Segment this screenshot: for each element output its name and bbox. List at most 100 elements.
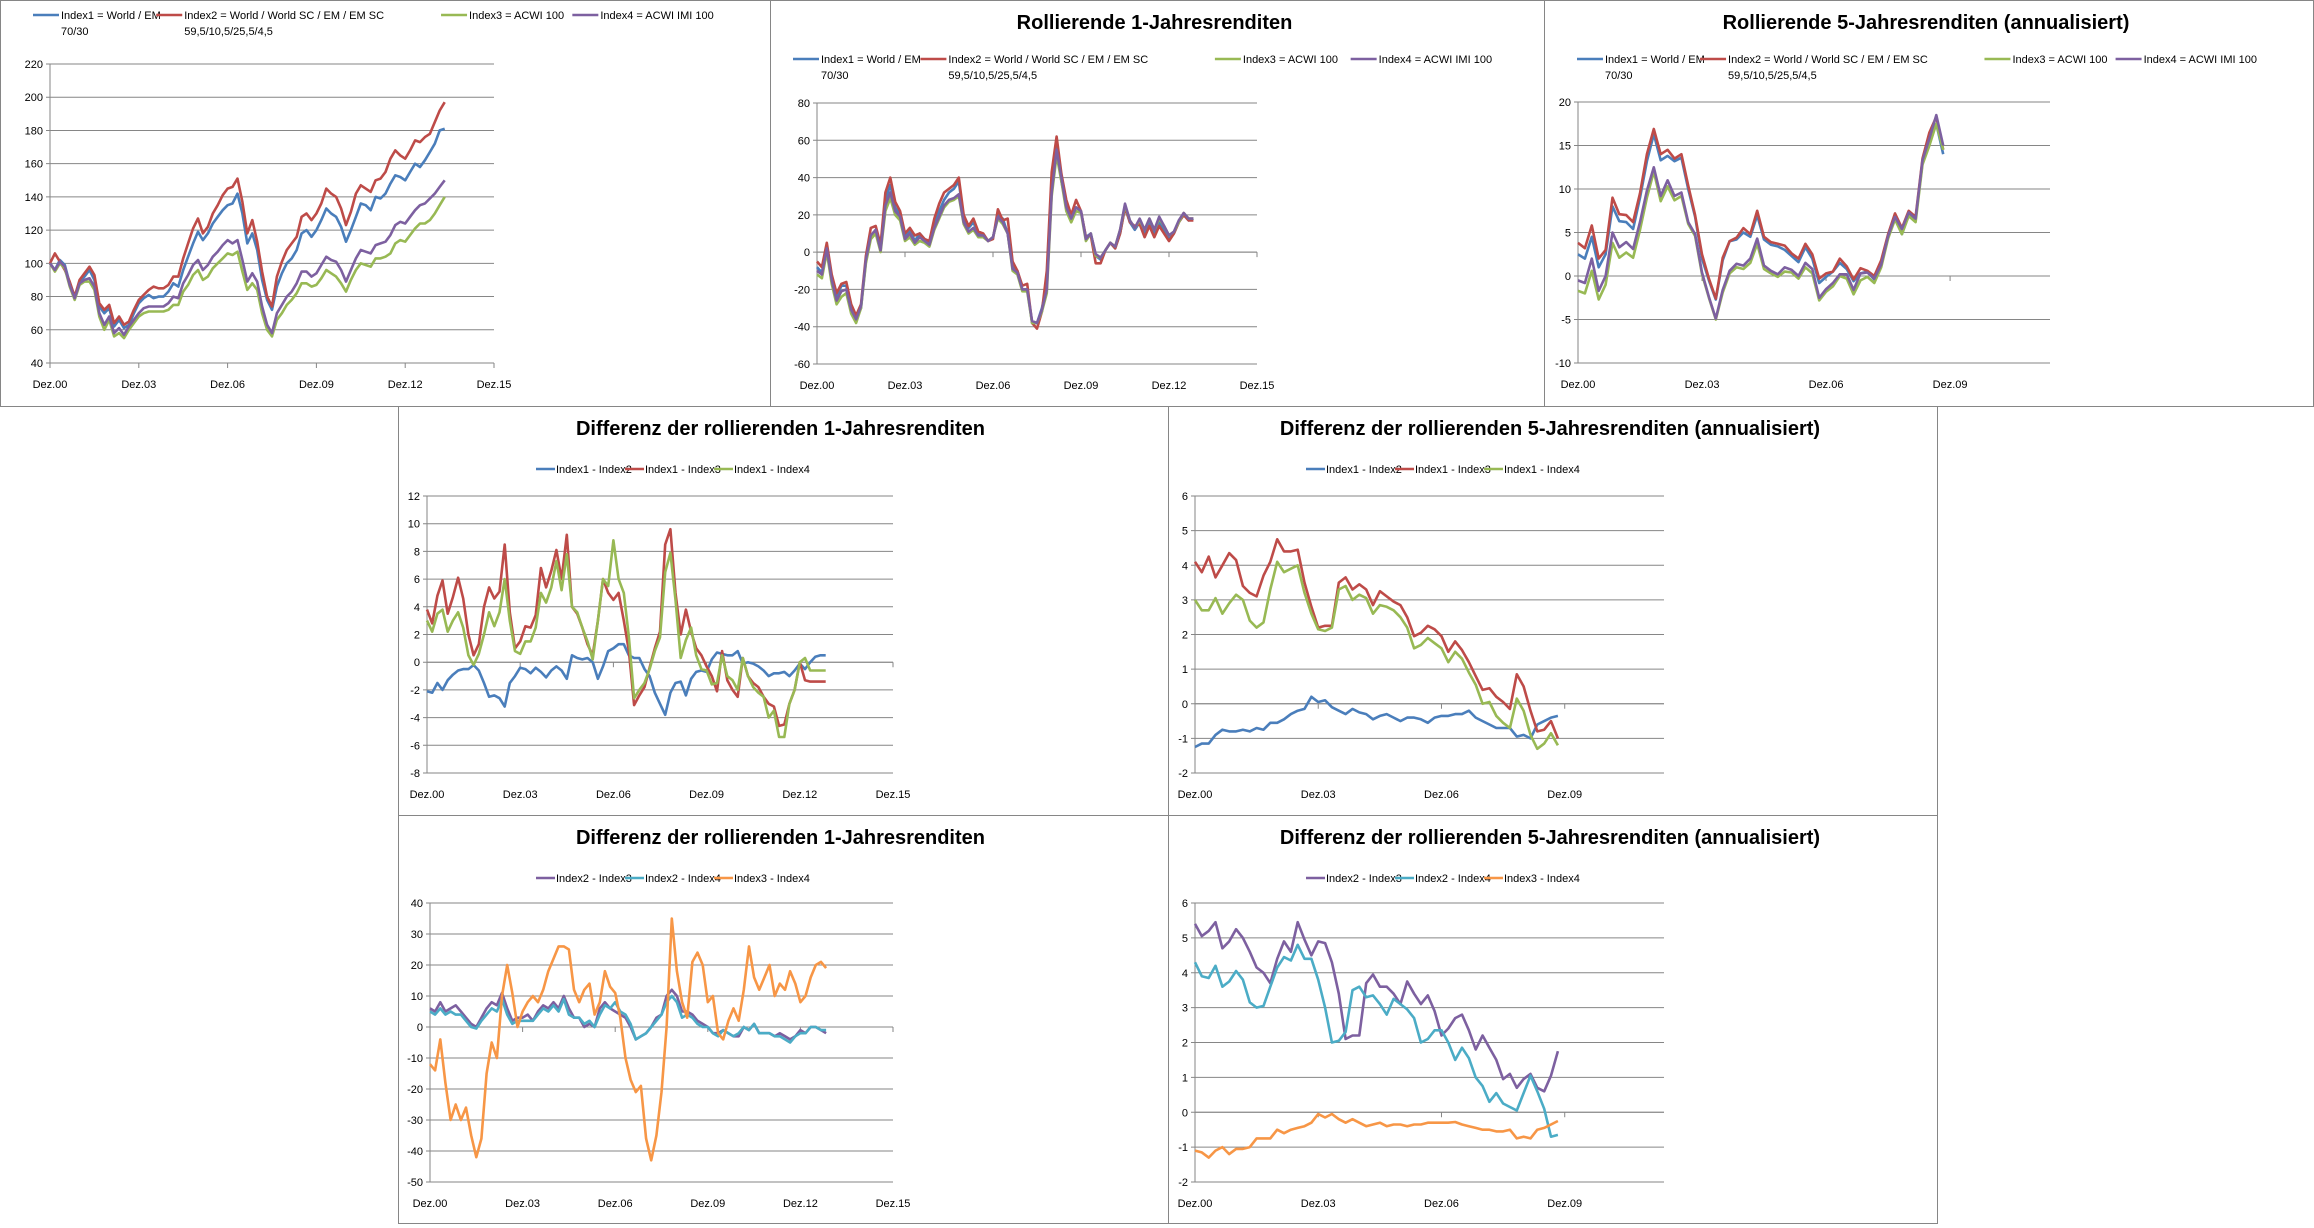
y-tick-label: 0 <box>804 247 810 259</box>
series-line-index1-index1-index2 <box>426 642 826 717</box>
y-tick-label: 40 <box>411 898 423 910</box>
x-tick-label: Dez.15 <box>876 789 911 801</box>
y-tick-label: 200 <box>25 92 43 104</box>
series-line-index1-index1-index4 <box>1193 560 1560 751</box>
x-tick-label: Dez.12 <box>388 379 423 391</box>
chart-title: Rollierende 5-Jahresrenditen (annualisie… <box>1723 12 2130 34</box>
legend-label: Index2 - Index4 <box>645 873 721 885</box>
series-line-index2 <box>48 101 446 327</box>
legend-label: Index2 = World / World SC / EM / EM SC <box>184 10 384 22</box>
y-tick-label: 120 <box>25 225 43 237</box>
x-tick-label: Dez.15 <box>1240 380 1275 392</box>
y-tick-label: 20 <box>1559 97 1571 109</box>
chart-panel-rolling-1y: Rollierende 1-Jahresrenditen -60 -40 -20 0 20… <box>770 0 1545 407</box>
y-tick-label: 220 <box>25 59 43 71</box>
y-tick-label: 0 <box>1565 271 1571 283</box>
chart-panel-diff-1y-others: Differenz der rollierenden 1-Jahresrendi… <box>398 815 1169 1224</box>
y-tick-label: 40 <box>31 358 43 370</box>
y-tick-label: 3 <box>1182 1003 1188 1015</box>
y-tick-label: 10 <box>1559 184 1571 196</box>
series-line-index1-index1-index4 <box>425 539 826 739</box>
x-tick-label: Dez.03 <box>1301 789 1336 801</box>
chart-rolling-5y: Rollierende 5-Jahresrenditen (annualisie… <box>1555 12 2257 391</box>
chart-panel-diff-5y-others: Differenz der rollierenden 5-Jahresrendi… <box>1168 815 1938 1224</box>
chart-diff-1y-others: Differenz der rollierenden 1-Jahresrendi… <box>407 827 985 1210</box>
x-tick-label: Dez.12 <box>782 789 817 801</box>
x-tick-label: Dez.09 <box>299 379 334 391</box>
legend-label-line2: 59,5/10,5/25,5/4,5 <box>1728 70 1817 82</box>
y-tick-label: -20 <box>407 1084 423 1096</box>
legend-label: Index3 = ACWI 100 <box>2012 54 2107 66</box>
y-tick-label: 4 <box>1182 560 1188 572</box>
y-tick-label: 2 <box>1182 1038 1188 1050</box>
legend-label: Index1 - Index4 <box>1504 464 1580 476</box>
series-line-index2-index2-index4 <box>429 994 827 1044</box>
legend-label: Index1 - Index2 <box>1326 464 1402 476</box>
x-tick-label: Dez.06 <box>1424 1198 1459 1210</box>
y-tick-label: 20 <box>411 960 423 972</box>
legend-label: Index4 = ACWI IMI 100 <box>2144 54 2257 66</box>
chart-diff-1y-index1: Differenz der rollierenden 1-Jahresrendi… <box>408 418 985 801</box>
series-line-index2 <box>1577 115 1945 300</box>
chart-title: Differenz der rollierenden 5-Jahresrendi… <box>1280 418 1820 440</box>
x-tick-label: Dez.03 <box>1301 1198 1336 1210</box>
x-tick-label: Dez.00 <box>33 379 68 391</box>
y-tick-label: -5 <box>1561 315 1571 327</box>
y-tick-label: 80 <box>31 292 43 304</box>
legend-label: Index1 = World / EM <box>61 10 161 22</box>
x-tick-label: Dez.09 <box>1547 789 1582 801</box>
legend-label: Index3 = ACWI 100 <box>1243 54 1338 66</box>
x-tick-label: Dez.03 <box>1685 379 1720 391</box>
x-tick-label: Dez.15 <box>477 379 512 391</box>
x-tick-label: Dez.06 <box>598 1198 633 1210</box>
x-tick-label: Dez.12 <box>1152 380 1187 392</box>
legend-label: Index1 - Index3 <box>645 464 721 476</box>
legend-label: Index1 - Index4 <box>734 464 810 476</box>
legend-label: Index2 - Index4 <box>1415 873 1491 885</box>
legend-label-line2: 59,5/10,5/25,5/4,5 <box>948 70 1037 82</box>
y-tick-label: -2 <box>1178 1177 1188 1189</box>
chart-panel-rolling-5y: Rollierende 5-Jahresrenditen (annualisie… <box>1544 0 2314 407</box>
legend-label: Index1 = World / EM <box>1605 54 1705 66</box>
y-tick-label: 15 <box>1559 141 1571 153</box>
chart-rolling-1y: Rollierende 1-Jahresrenditen -60 -40 -20 0 20… <box>793 12 1492 392</box>
y-tick-label: 20 <box>798 210 810 222</box>
y-tick-label: -2 <box>410 685 420 697</box>
y-tick-label: 160 <box>25 159 43 171</box>
y-tick-label: 5 <box>1565 228 1571 240</box>
legend-label: Index3 = ACWI 100 <box>469 10 564 22</box>
series-line-index3-index3-index4 <box>1194 1112 1559 1159</box>
y-tick-label: 4 <box>414 602 420 614</box>
series-line-index4 <box>816 148 1194 325</box>
y-tick-label: -40 <box>407 1146 423 1158</box>
y-tick-label: -2 <box>1178 768 1188 780</box>
series-line-index1 <box>48 127 446 330</box>
y-tick-label: 40 <box>798 173 810 185</box>
y-tick-label: -8 <box>410 768 420 780</box>
legend-label: Index2 - Index3 <box>556 873 632 885</box>
series-line-index4 <box>1577 113 1945 320</box>
y-tick-label: 30 <box>411 929 423 941</box>
x-tick-label: Dez.00 <box>410 789 445 801</box>
y-tick-label: 10 <box>411 991 423 1003</box>
chart-panel-index-levels: 40 60 80 100 120 140 160 180 200 220 Dez.00 Dez.03 D… <box>0 0 771 407</box>
y-tick-label: 0 <box>414 657 420 669</box>
series-line-index1-index1-index3 <box>425 527 826 728</box>
x-tick-label: Dez.03 <box>503 789 538 801</box>
y-tick-label: 6 <box>414 574 420 586</box>
x-tick-label: Dez.03 <box>121 379 156 391</box>
series-line-index2-index2-index3 <box>1193 920 1560 1093</box>
y-tick-label: 12 <box>408 491 420 503</box>
legend-label-line2: 70/30 <box>61 26 89 38</box>
y-tick-label: 6 <box>1182 491 1188 503</box>
y-tick-label: 180 <box>25 125 43 137</box>
y-tick-label: -20 <box>794 284 810 296</box>
series-line-index1 <box>1577 122 1945 301</box>
y-tick-label: 60 <box>798 135 810 147</box>
chart-title: Differenz der rollierenden 1-Jahresrendi… <box>576 418 985 440</box>
series-line-index3 <box>816 153 1194 325</box>
y-tick-label: 3 <box>1182 595 1188 607</box>
series-line-index2-index2-index4 <box>1193 943 1559 1139</box>
x-tick-label: Dez.06 <box>596 789 631 801</box>
y-tick-label: -30 <box>407 1115 423 1127</box>
